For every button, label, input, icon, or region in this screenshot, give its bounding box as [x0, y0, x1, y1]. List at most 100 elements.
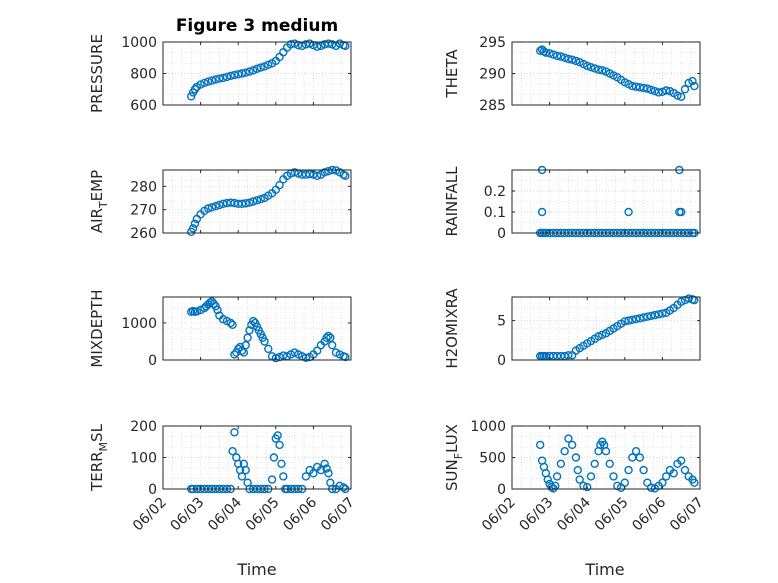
- y-tick-label: 100: [130, 451, 157, 467]
- figure-title: Figure 3 medium: [176, 16, 338, 36]
- data-point: [324, 39, 333, 48]
- data-point: [564, 54, 573, 64]
- data-point: [605, 459, 614, 468]
- data-point: [628, 81, 637, 91]
- y-tick-label: 0.1: [484, 205, 506, 221]
- y-tick-label: 280: [130, 179, 157, 195]
- subplot-mixdepth: 0 1000 MIXDEPTH: [88, 289, 352, 369]
- data-point: [631, 447, 641, 456]
- data-point: [690, 81, 699, 91]
- data-point: [639, 313, 648, 322]
- data-point: [312, 346, 322, 355]
- data-point: [312, 171, 322, 181]
- data-point: [631, 82, 641, 91]
- data-point: [241, 340, 250, 350]
- data-point: [552, 472, 562, 481]
- data-point: [256, 194, 265, 204]
- data-point: [583, 482, 592, 492]
- data-point: [237, 472, 247, 481]
- y-axis-label: TERRMSL: [88, 423, 110, 492]
- data-point: [635, 453, 645, 462]
- y-tick-label: 1000: [470, 419, 506, 435]
- data-point: [213, 305, 222, 315]
- x-axis-label-left: Time: [236, 560, 276, 579]
- y-tick-label: 1000: [121, 35, 157, 51]
- data-point: [252, 196, 262, 205]
- data-point: [273, 431, 282, 440]
- data-point: [680, 85, 690, 94]
- data-point: [190, 85, 200, 94]
- data-point: [275, 440, 284, 450]
- y-tick-label: 260: [130, 226, 157, 242]
- data-point: [233, 70, 243, 79]
- data-point: [677, 92, 686, 102]
- data-point: [211, 75, 220, 84]
- data-point: [598, 66, 607, 75]
- data-point: [539, 47, 549, 56]
- data-point: [620, 317, 629, 326]
- data-series: [186, 39, 350, 101]
- data-point: [243, 333, 252, 342]
- data-point: [328, 340, 337, 350]
- data-point: [241, 465, 250, 475]
- y-axis-label: H2OMIXRA: [443, 288, 461, 369]
- data-point: [316, 465, 326, 475]
- data-point: [226, 71, 235, 81]
- data-point: [586, 62, 596, 72]
- data-point: [241, 199, 250, 208]
- y-tick-label: 0.2: [484, 184, 506, 200]
- data-point: [545, 49, 554, 58]
- data-point: [643, 84, 652, 93]
- data-point: [320, 459, 329, 468]
- data-point: [631, 314, 641, 324]
- data-point: [237, 346, 247, 355]
- subplot-terr: 0 100 200 TERRMSL 06/0206/0306/0406/0506/060…: [88, 419, 358, 534]
- data-point: [661, 472, 671, 481]
- data-point: [669, 469, 678, 478]
- data-point: [312, 42, 322, 51]
- data-point: [341, 352, 350, 362]
- data-point: [635, 83, 645, 92]
- data-point: [594, 332, 603, 341]
- data-point: [690, 478, 699, 487]
- data-point: [547, 482, 556, 492]
- data-point: [264, 60, 273, 70]
- y-tick-label: 0: [148, 482, 157, 498]
- data-point: [211, 201, 220, 211]
- data-point: [326, 333, 335, 342]
- y-tick-label: 270: [130, 203, 157, 219]
- y-axis-label: SUNFLUX: [443, 424, 465, 491]
- data-point: [567, 55, 577, 64]
- data-point: [677, 207, 686, 217]
- y-tick-label: 200: [130, 419, 157, 435]
- data-point: [609, 472, 618, 481]
- x-tick-label: 06/06: [280, 494, 320, 534]
- data-point: [654, 88, 663, 97]
- data-point: [218, 73, 228, 83]
- data-point: [575, 475, 584, 484]
- data-point: [324, 331, 333, 341]
- data-point: [290, 39, 299, 48]
- data-point: [556, 459, 566, 468]
- data-point: [245, 326, 254, 335]
- data-point: [537, 207, 547, 217]
- data-point: [536, 440, 545, 450]
- y-tick-label: 0: [148, 353, 157, 369]
- data-point: [301, 353, 311, 362]
- data-point: [564, 434, 573, 443]
- y-axis-label: AIRTEMP: [88, 170, 110, 233]
- data-point: [249, 197, 258, 206]
- data-point: [661, 86, 671, 95]
- data-point: [646, 85, 656, 95]
- data-point: [598, 330, 607, 339]
- data-point: [305, 169, 314, 179]
- subplot-pressure: 600 800 1000 PRESSURE: [88, 34, 352, 114]
- y-tick-label: 0: [497, 482, 506, 498]
- data-point: [279, 472, 288, 481]
- data-series: [186, 165, 350, 237]
- y-tick-label: 0: [497, 353, 506, 369]
- data-point: [275, 180, 284, 190]
- data-point: [624, 316, 633, 325]
- data-point: [586, 472, 596, 481]
